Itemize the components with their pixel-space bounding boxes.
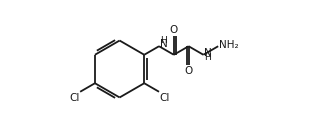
Text: N: N [160, 39, 168, 49]
Text: H: H [160, 36, 167, 45]
Text: H: H [204, 53, 211, 62]
Text: O: O [185, 66, 193, 76]
Text: Cl: Cl [160, 93, 170, 103]
Text: NH₂: NH₂ [219, 40, 239, 50]
Text: O: O [170, 25, 178, 35]
Text: N: N [204, 48, 212, 58]
Text: Cl: Cl [69, 93, 79, 103]
